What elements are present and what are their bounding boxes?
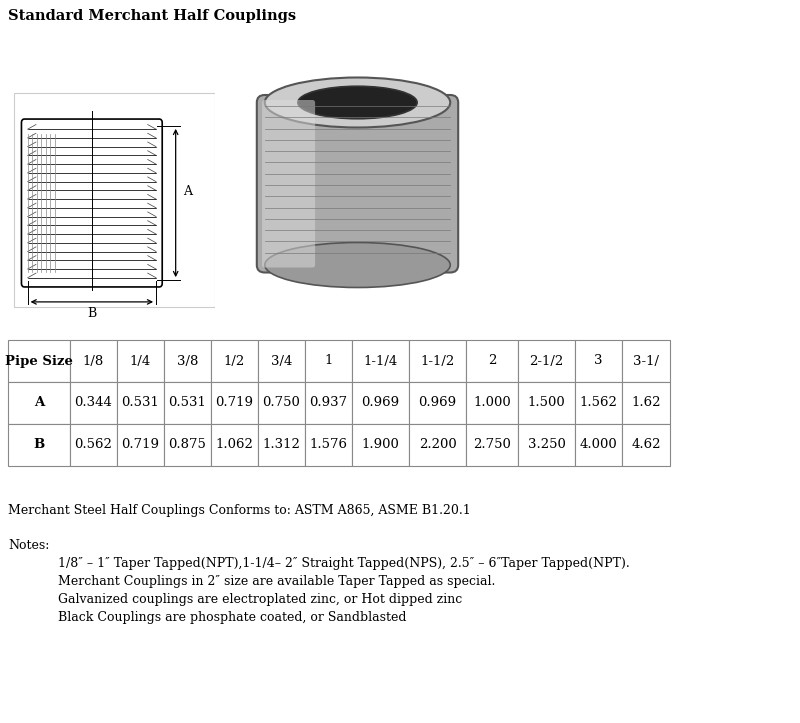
Bar <box>164 340 211 382</box>
Bar <box>8 424 70 466</box>
Text: 1-1/4: 1-1/4 <box>363 354 398 367</box>
Text: 2.200: 2.200 <box>418 439 456 451</box>
Text: Merchant Couplings in 2″ size are available Taper Tapped as special.: Merchant Couplings in 2″ size are availa… <box>58 575 495 588</box>
Text: 1/2: 1/2 <box>224 354 245 367</box>
Bar <box>622 340 670 382</box>
FancyBboxPatch shape <box>262 100 315 268</box>
Bar <box>518 382 575 424</box>
Ellipse shape <box>298 86 417 119</box>
Bar <box>518 424 575 466</box>
Text: 0.969: 0.969 <box>362 396 399 409</box>
Text: 1.062: 1.062 <box>215 439 254 451</box>
Text: 1.900: 1.900 <box>362 439 399 451</box>
Text: B: B <box>87 307 97 320</box>
Bar <box>575 424 622 466</box>
Text: 2-1/2: 2-1/2 <box>530 354 564 367</box>
Bar <box>211 424 258 466</box>
Ellipse shape <box>265 77 450 127</box>
Text: 1/4: 1/4 <box>130 354 151 367</box>
Bar <box>211 382 258 424</box>
Text: 0.562: 0.562 <box>74 439 113 451</box>
Text: 3: 3 <box>594 354 602 367</box>
Bar <box>70 340 117 382</box>
Bar <box>622 382 670 424</box>
Text: Standard Merchant Half Couplings: Standard Merchant Half Couplings <box>8 9 296 23</box>
Text: 1.62: 1.62 <box>631 396 661 409</box>
Bar <box>258 424 305 466</box>
Text: 0.969: 0.969 <box>418 396 457 409</box>
Text: 4.000: 4.000 <box>580 439 618 451</box>
Bar <box>70 424 117 466</box>
Bar <box>211 340 258 382</box>
Bar <box>409 382 466 424</box>
Text: 1.312: 1.312 <box>262 439 301 451</box>
Bar <box>622 424 670 466</box>
Text: 0.719: 0.719 <box>122 439 159 451</box>
Text: 1: 1 <box>324 354 333 367</box>
Text: 0.719: 0.719 <box>215 396 254 409</box>
Bar <box>575 340 622 382</box>
Text: 3/8: 3/8 <box>177 354 198 367</box>
Text: 0.875: 0.875 <box>169 439 206 451</box>
Bar <box>258 340 305 382</box>
Bar <box>258 382 305 424</box>
Bar <box>305 424 352 466</box>
Bar <box>352 424 409 466</box>
Text: 3-1/: 3-1/ <box>633 354 659 367</box>
Bar <box>466 424 518 466</box>
Bar <box>70 382 117 424</box>
Bar <box>8 340 70 382</box>
Text: 1.000: 1.000 <box>473 396 511 409</box>
Bar <box>305 340 352 382</box>
Bar <box>352 340 409 382</box>
Bar <box>8 382 70 424</box>
Bar <box>409 340 466 382</box>
Text: 3/4: 3/4 <box>271 354 292 367</box>
Bar <box>466 340 518 382</box>
Text: Black Couplings are phosphate coated, or Sandblasted: Black Couplings are phosphate coated, or… <box>58 611 406 624</box>
Text: 1.576: 1.576 <box>310 439 347 451</box>
Bar <box>164 424 211 466</box>
Text: 0.531: 0.531 <box>169 396 206 409</box>
Text: 1.562: 1.562 <box>579 396 618 409</box>
Text: 1.500: 1.500 <box>528 396 566 409</box>
Text: A: A <box>34 396 44 409</box>
Text: 0.344: 0.344 <box>74 396 113 409</box>
Bar <box>518 340 575 382</box>
Text: Pipe Size: Pipe Size <box>5 354 73 367</box>
Text: A: A <box>183 185 192 198</box>
FancyBboxPatch shape <box>22 119 162 287</box>
Bar <box>409 424 466 466</box>
Bar <box>117 424 164 466</box>
Text: 1-1/2: 1-1/2 <box>420 354 454 367</box>
Bar <box>164 382 211 424</box>
Text: 1/8″ – 1″ Taper Tapped(NPT),1-1/4– 2″ Straight Tapped(NPS), 2.5″ – 6″Taper Tappe: 1/8″ – 1″ Taper Tapped(NPT),1-1/4– 2″ St… <box>58 557 630 570</box>
Bar <box>575 382 622 424</box>
Bar <box>117 340 164 382</box>
Text: Merchant Steel Half Couplings Conforms to: ASTM A865, ASME B1.20.1: Merchant Steel Half Couplings Conforms t… <box>8 504 470 517</box>
Text: 4.62: 4.62 <box>631 439 661 451</box>
Text: B: B <box>34 439 45 451</box>
Bar <box>466 382 518 424</box>
Bar <box>305 382 352 424</box>
Bar <box>352 382 409 424</box>
Bar <box>117 382 164 424</box>
Text: 0.531: 0.531 <box>122 396 159 409</box>
Text: Galvanized couplings are electroplated zinc, or Hot dipped zinc: Galvanized couplings are electroplated z… <box>58 593 462 606</box>
FancyBboxPatch shape <box>257 95 458 273</box>
Ellipse shape <box>265 242 450 288</box>
Text: 0.937: 0.937 <box>310 396 347 409</box>
Text: 1/8: 1/8 <box>83 354 104 367</box>
Text: 2: 2 <box>488 354 496 367</box>
Text: Notes:: Notes: <box>8 539 50 552</box>
Text: 0.750: 0.750 <box>262 396 301 409</box>
Text: 2.750: 2.750 <box>473 439 511 451</box>
Text: 3.250: 3.250 <box>527 439 566 451</box>
